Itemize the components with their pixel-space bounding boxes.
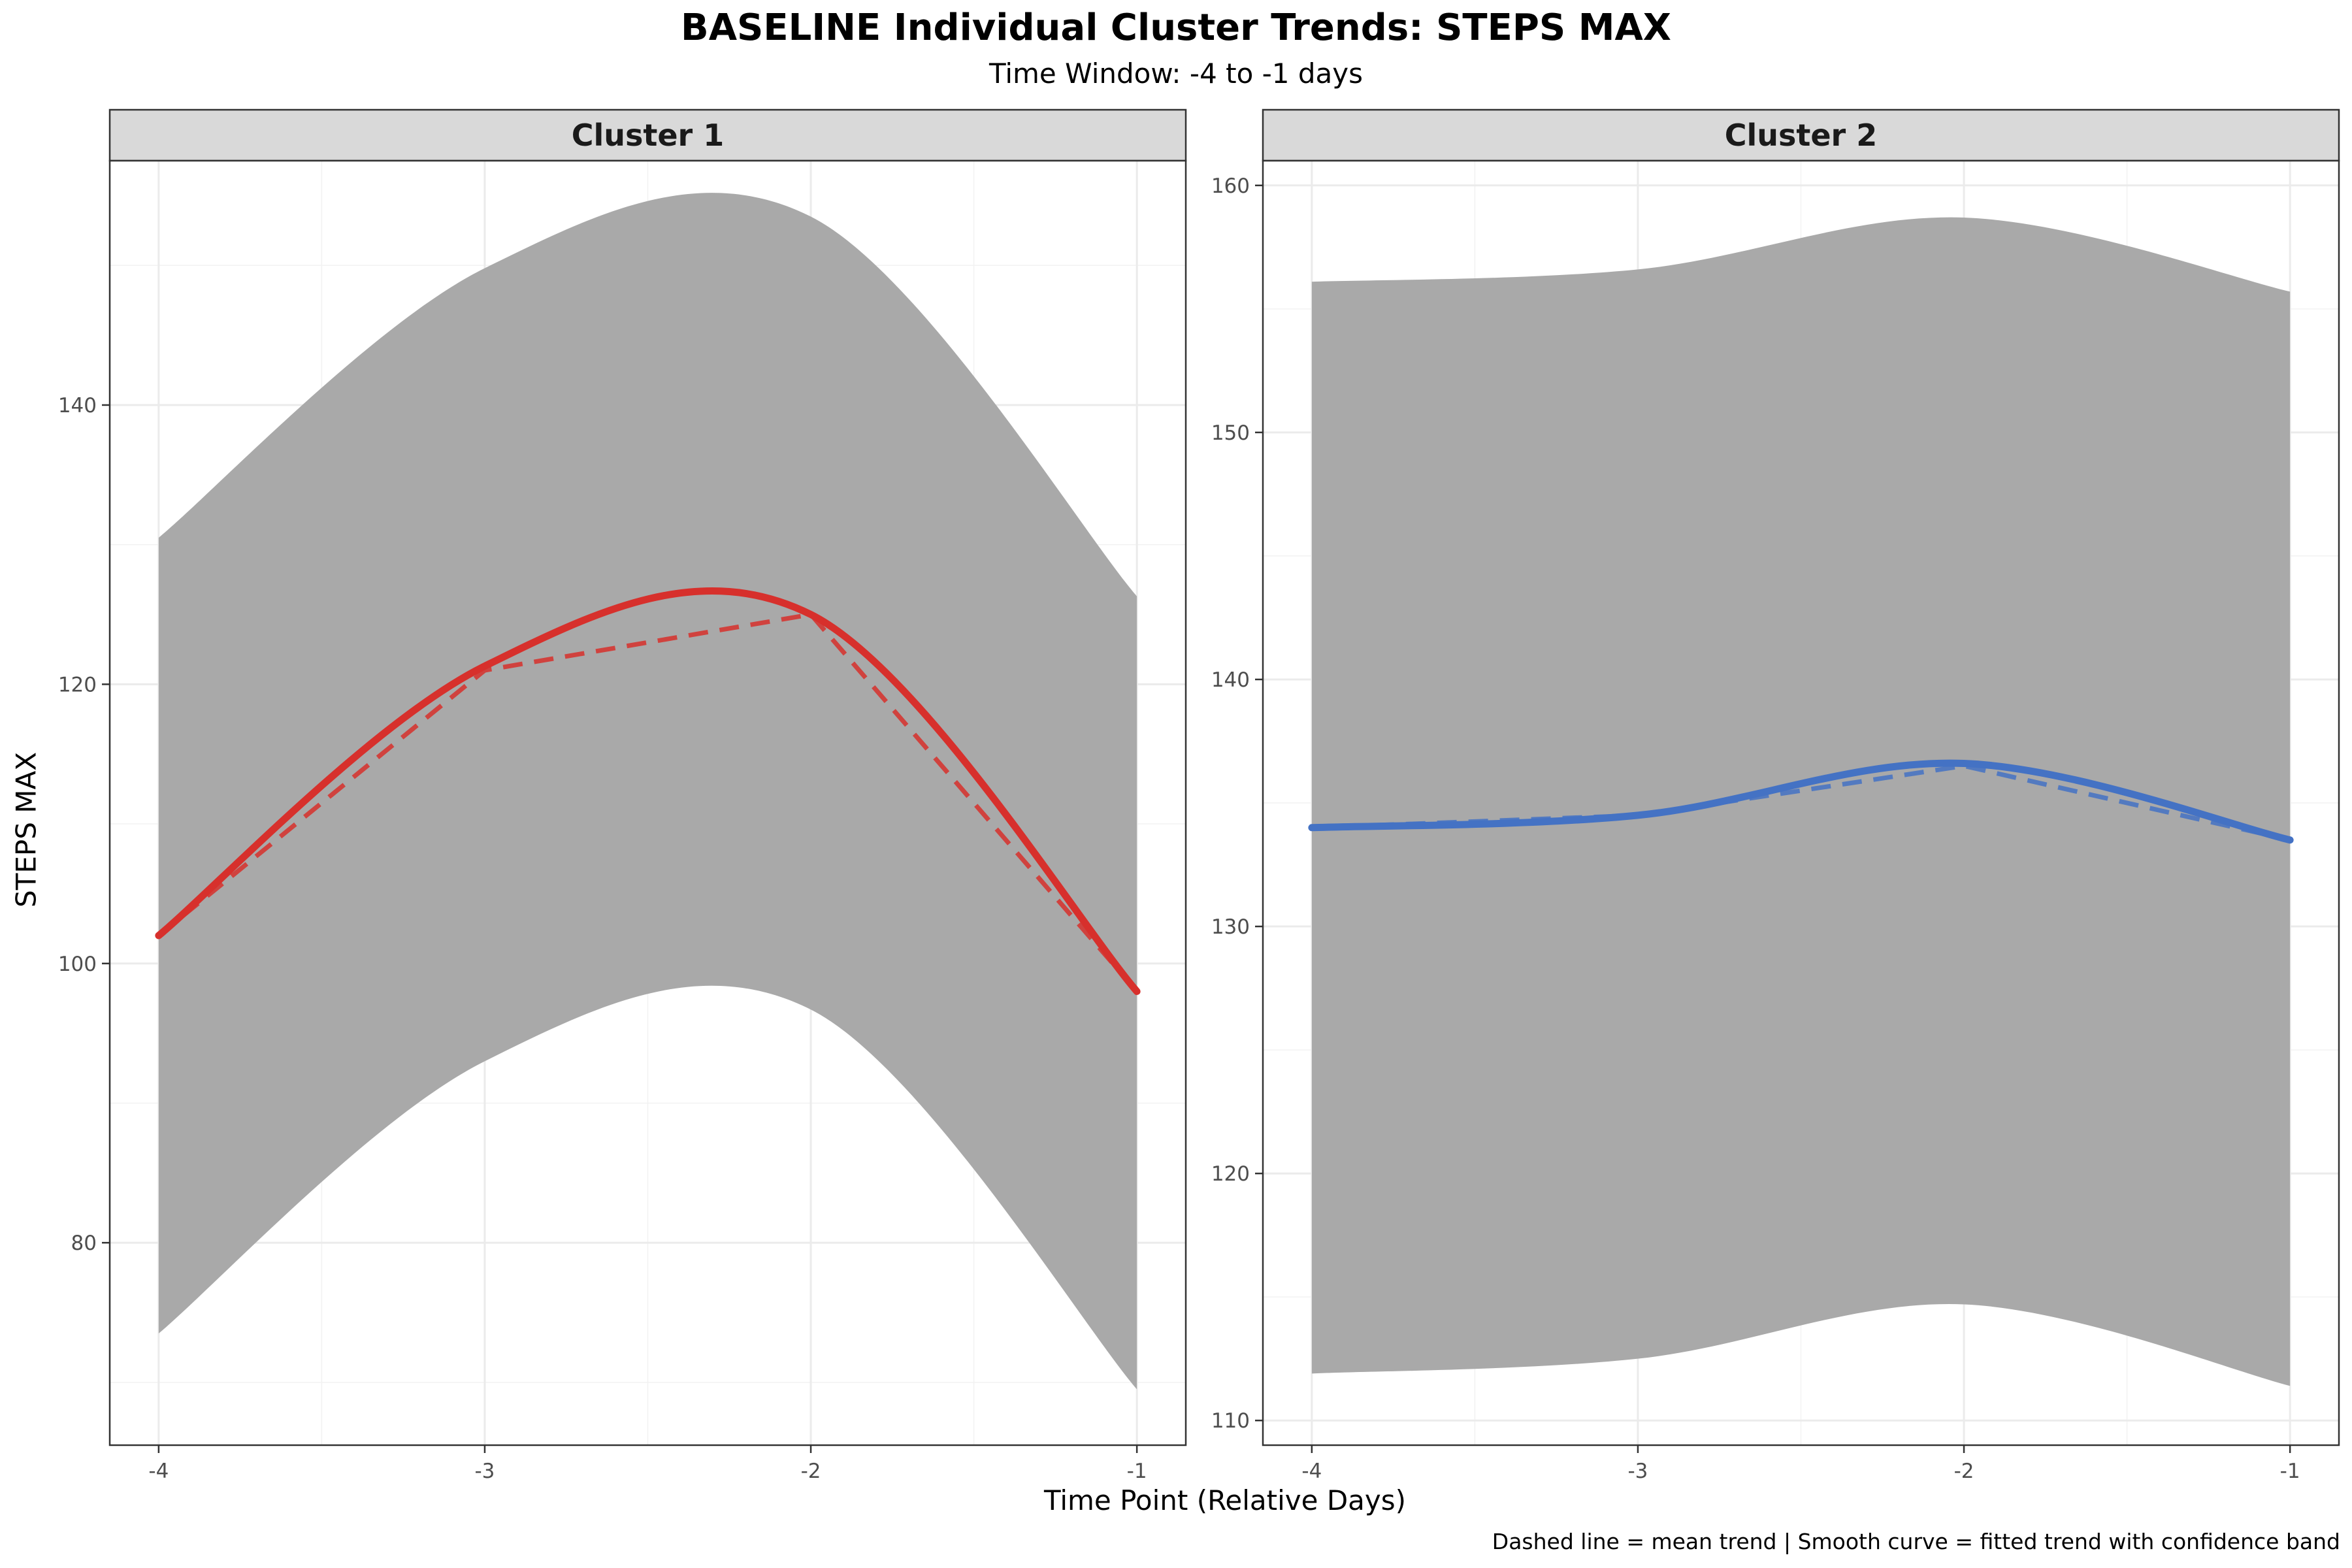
y-tick-label: 150 [1211, 421, 1250, 445]
panel-2: Cluster 2 110 120 130 140 150 160 -4 -3 -2 -1 [1211, 108, 2340, 1483]
y-tick-label: 100 [58, 953, 97, 976]
chart-title: BASELINE Individual Cluster Trends: STEP… [681, 7, 1671, 49]
facet-strip [1262, 108, 2340, 162]
panel-border [1262, 159, 2340, 1446]
fitted-trend-line [155, 587, 1141, 995]
y-tick-label: 120 [58, 673, 97, 696]
y-tick-label: 130 [1211, 915, 1250, 939]
y-tick-label: 160 [1211, 174, 1250, 198]
caption: Dashed line = mean trend | Smooth curve … [1492, 1529, 2340, 1554]
y-tick-label: 80 [71, 1232, 97, 1255]
confidence-band [1311, 217, 2291, 1386]
facet-strip [108, 108, 1187, 162]
x-tick-label: -1 [2280, 1460, 2300, 1483]
confidence-band [158, 193, 1137, 1390]
x-tick-label: -3 [474, 1460, 495, 1483]
facet-strip-label: Cluster 1 [572, 118, 725, 153]
y-tick-label: 120 [1211, 1162, 1250, 1186]
y-tick-label: 140 [58, 394, 97, 417]
x-tick-label: -4 [1301, 1460, 1322, 1483]
chart-subtitle: Time Window: -4 to -1 days [988, 57, 1364, 90]
panel-border [108, 159, 1187, 1446]
x-tick-label: -2 [1954, 1460, 1974, 1483]
x-tick-label: -1 [1127, 1460, 1147, 1483]
y-tick-label: 140 [1211, 668, 1250, 692]
panel-1: Cluster 1 80 100 120 140 -4 -3 -2 -1 [58, 108, 1187, 1483]
fitted-trend-line [1308, 759, 2294, 844]
x-tick-label: -3 [1627, 1460, 1648, 1483]
y-tick-label: 110 [1211, 1409, 1250, 1433]
x-tick-label: -4 [148, 1460, 169, 1483]
x-axis-label: Time Point (Relative Days) [1043, 1484, 1407, 1516]
x-tick-label: -2 [801, 1460, 821, 1483]
facet-strip-label: Cluster 2 [1725, 118, 1878, 153]
